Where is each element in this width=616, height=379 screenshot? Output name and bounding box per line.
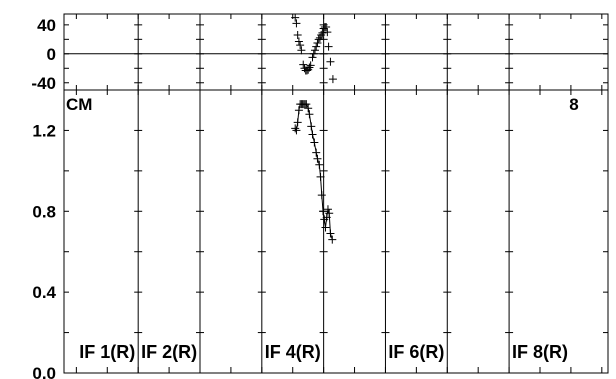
if-label: IF 8(R) — [512, 342, 568, 362]
phase-point — [291, 13, 300, 22]
amplitude-tick-label: 0.4 — [32, 283, 56, 302]
amplitude-panel-marks — [291, 100, 337, 244]
phase-point — [297, 46, 306, 55]
amplitude-point — [304, 104, 313, 113]
phase-point — [318, 28, 327, 37]
amplitude-point — [308, 130, 317, 139]
amplitude-point — [321, 223, 330, 232]
phase-point — [299, 60, 308, 69]
amplitude-point — [316, 172, 325, 181]
y-tick-labels: 40 0 -40 1.2 0.8 0.4 0.0 — [31, 16, 56, 379]
amplitude-point — [328, 235, 337, 244]
phase-point — [313, 38, 322, 47]
if-label: IF 6(R) — [388, 342, 444, 362]
phase-point — [326, 57, 335, 66]
phase-point — [292, 19, 301, 28]
amplitude-tick-label: 0.8 — [32, 202, 56, 221]
amplitude-tick-label: 0.0 — [32, 364, 56, 379]
panel-labels: CM 8 IF 1(R) IF 2(R) IF 4(R) IF 6(R) IF 8(R) — [66, 95, 579, 362]
phase-point — [324, 42, 333, 51]
phase-point — [328, 75, 337, 84]
amplitude-point — [312, 148, 321, 157]
amplitude-point — [322, 213, 331, 222]
if-label: IF 4(R) — [265, 342, 321, 362]
amplitude-point — [292, 126, 301, 135]
amplitude-point — [293, 118, 302, 127]
phase-point — [314, 35, 323, 44]
if-label: IF 2(R) — [141, 342, 197, 362]
phase-point — [312, 42, 321, 51]
amplitude-tick-label: 1.2 — [32, 121, 56, 140]
amplitude-point — [317, 191, 326, 200]
phase-point — [308, 53, 317, 62]
phase-point — [323, 28, 332, 37]
amplitude-point — [294, 106, 303, 115]
amplitude-point — [307, 122, 316, 131]
phase-tick-label: -40 — [31, 74, 56, 93]
amplitude-point — [302, 100, 311, 109]
phase-point — [306, 61, 315, 70]
phase-point — [309, 49, 318, 58]
amplitude-point — [313, 154, 322, 163]
phase-point — [293, 30, 302, 39]
if-label: IF 1(R) — [79, 342, 135, 362]
phase-point — [322, 23, 331, 32]
amplitude-point — [291, 124, 300, 133]
source-label: CM — [66, 95, 92, 114]
amplitude-point — [310, 138, 319, 147]
amplitude-point — [315, 160, 324, 169]
amplitude-point — [323, 205, 332, 214]
if-divider-lines — [137, 14, 510, 373]
phase-tick-label: 40 — [37, 16, 56, 35]
amplitude-point — [326, 229, 335, 238]
amplitude-point — [305, 110, 314, 119]
baseline-label: 8 — [569, 95, 578, 114]
plot-border — [63, 13, 609, 374]
phase-point — [296, 41, 305, 50]
phase-panel-marks — [291, 13, 337, 84]
phase-tick-label: 0 — [47, 45, 56, 64]
phase-point — [294, 37, 303, 46]
amplitude-point — [319, 207, 328, 216]
plot-frame — [63, 13, 609, 374]
phase-point — [310, 46, 319, 55]
amplitude-point — [325, 209, 334, 218]
axis-ticks — [64, 14, 608, 373]
